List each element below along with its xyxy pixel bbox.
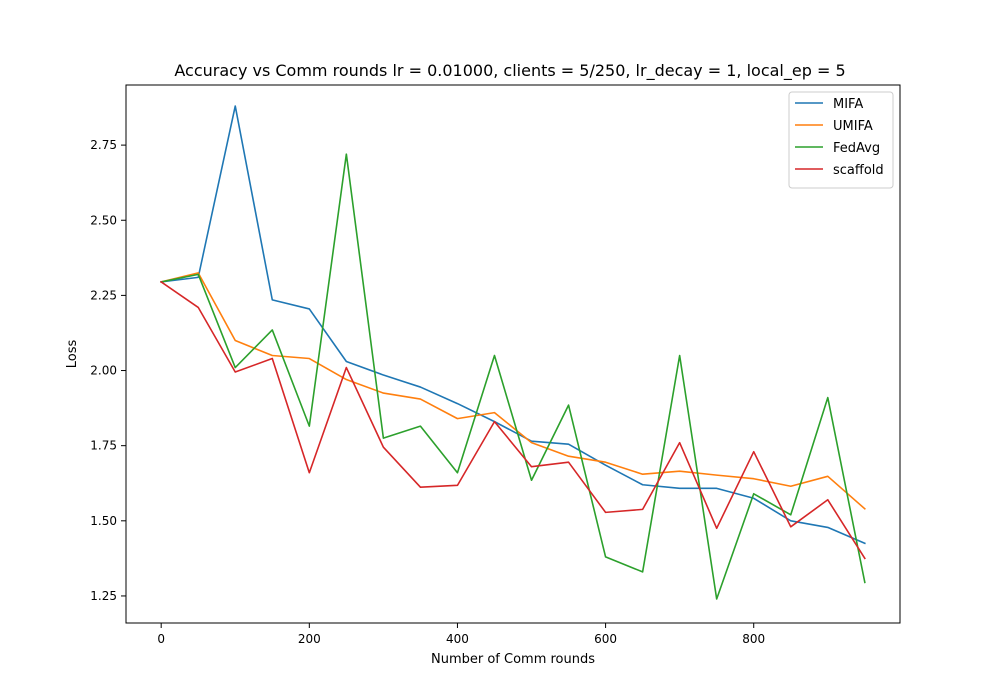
y-axis-label: Loss (65, 340, 80, 369)
series-layer (160, 105, 866, 600)
x-tick-label: 400 (446, 632, 469, 646)
y-tick-label: 1.50 (90, 514, 117, 528)
x-tick-label: 600 (594, 632, 617, 646)
y-tick-label: 2.50 (90, 213, 117, 227)
plot-area (126, 85, 900, 623)
y-tick-label: 2.75 (90, 138, 117, 152)
series-line-umifa (160, 272, 866, 510)
x-tick-label: 800 (742, 632, 765, 646)
y-tick-label: 2.25 (90, 288, 117, 302)
series-line-fedavg (160, 153, 866, 600)
chart-title: Accuracy vs Comm rounds lr = 0.01000, cl… (174, 61, 845, 81)
y-axis-ticks: 1.25 1.50 1.75 2.00 2.25 2.50 2.75 (90, 138, 126, 603)
series-line-mifa (160, 105, 866, 545)
x-axis-ticks: 0 200 400 600 800 (157, 623, 765, 646)
legend-label: scaffold (833, 163, 884, 178)
plot-frame (125, 84, 901, 624)
y-tick-label: 2.00 (90, 364, 117, 378)
legend-label: MIFA (833, 97, 863, 112)
legend-box (788, 91, 894, 189)
legend-label: UMIFA (833, 119, 873, 134)
series-line-scaffold (160, 280, 866, 560)
x-axis-label: Number of Comm rounds (431, 652, 595, 667)
x-tick-label: 200 (298, 632, 321, 646)
x-tick-label: 0 (157, 632, 165, 646)
legend: MIFA UMIFA FedAvg scaffold (788, 91, 894, 189)
y-tick-label: 1.25 (90, 589, 117, 603)
legend-label: FedAvg (833, 141, 880, 156)
y-tick-label: 1.75 (90, 439, 117, 453)
